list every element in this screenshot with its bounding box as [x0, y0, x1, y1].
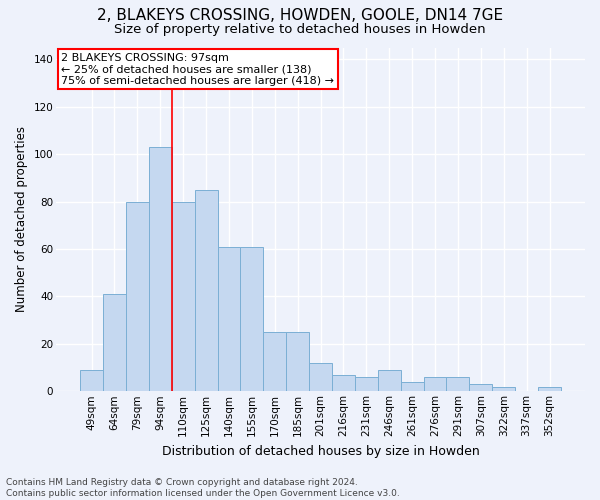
Bar — [218, 246, 241, 392]
Bar — [469, 384, 492, 392]
Bar — [538, 386, 561, 392]
Bar — [401, 382, 424, 392]
Bar — [103, 294, 126, 392]
Text: Contains HM Land Registry data © Crown copyright and database right 2024.
Contai: Contains HM Land Registry data © Crown c… — [6, 478, 400, 498]
Bar — [80, 370, 103, 392]
Bar — [424, 377, 446, 392]
Bar — [492, 386, 515, 392]
Bar — [126, 202, 149, 392]
Bar — [355, 377, 378, 392]
Bar — [194, 190, 218, 392]
Bar — [172, 202, 194, 392]
Bar — [149, 147, 172, 392]
Bar — [286, 332, 309, 392]
Bar — [446, 377, 469, 392]
Bar — [378, 370, 401, 392]
Text: Size of property relative to detached houses in Howden: Size of property relative to detached ho… — [114, 22, 486, 36]
Text: 2 BLAKEYS CROSSING: 97sqm
← 25% of detached houses are smaller (138)
75% of semi: 2 BLAKEYS CROSSING: 97sqm ← 25% of detac… — [61, 52, 334, 86]
X-axis label: Distribution of detached houses by size in Howden: Distribution of detached houses by size … — [161, 444, 479, 458]
Bar — [332, 374, 355, 392]
Bar — [263, 332, 286, 392]
Bar — [241, 246, 263, 392]
Text: 2, BLAKEYS CROSSING, HOWDEN, GOOLE, DN14 7GE: 2, BLAKEYS CROSSING, HOWDEN, GOOLE, DN14… — [97, 8, 503, 22]
Y-axis label: Number of detached properties: Number of detached properties — [15, 126, 28, 312]
Bar — [309, 363, 332, 392]
